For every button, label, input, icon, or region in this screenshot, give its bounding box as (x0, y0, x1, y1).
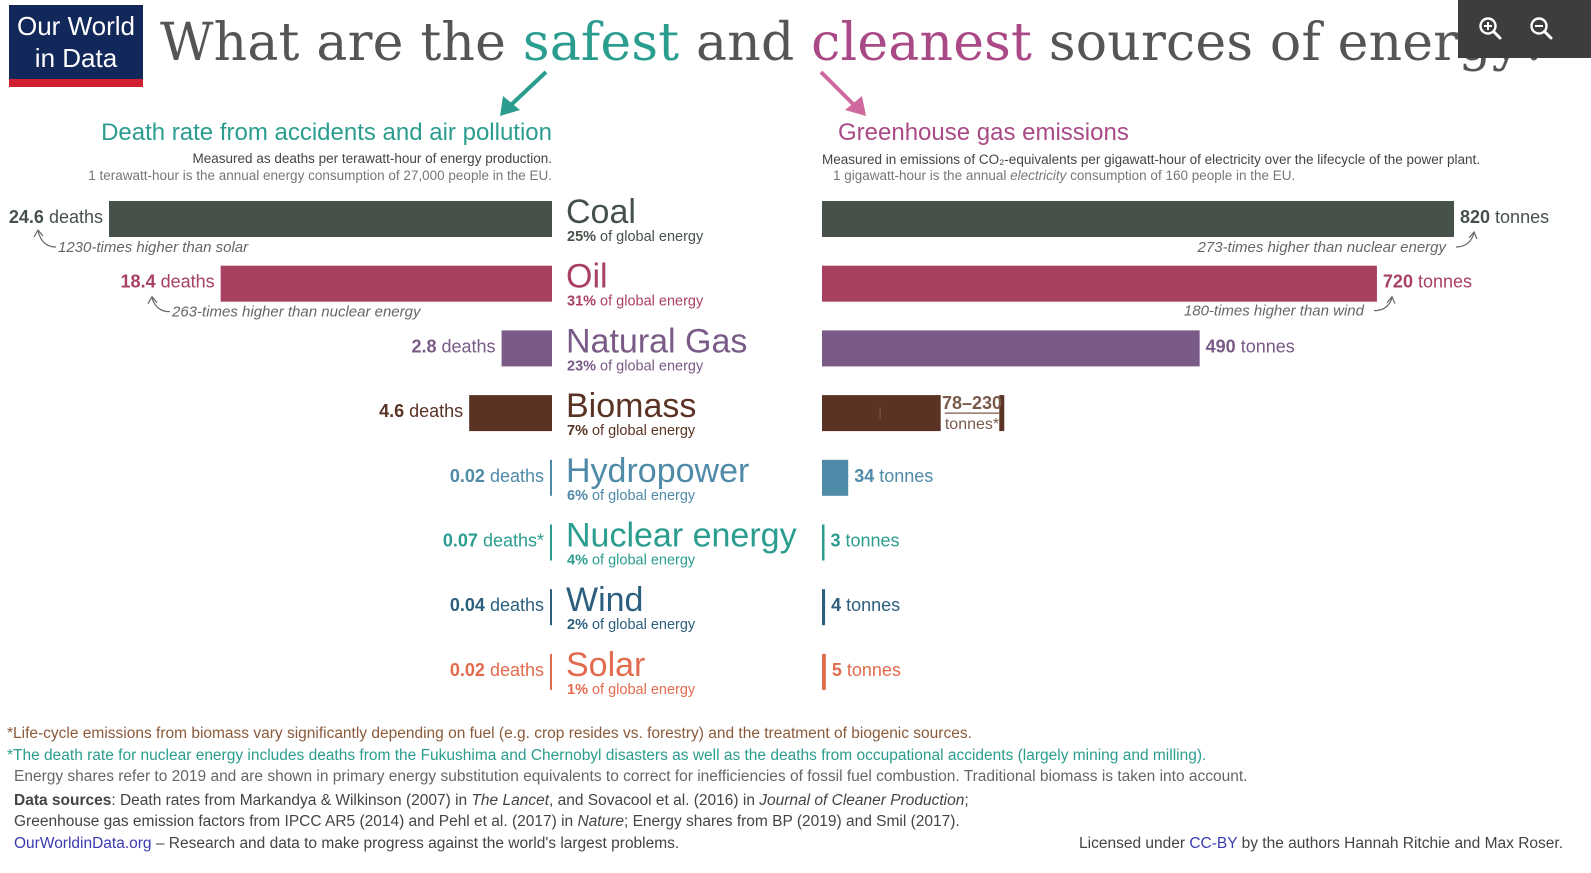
emission-bar-natural-gas (822, 330, 1200, 367)
death-label-biomass: 4.6 deaths (379, 401, 463, 421)
logo-red-stripe (9, 79, 143, 87)
death-bar-nuclear-energy (550, 524, 552, 561)
category-label-biomass: Biomass (566, 387, 696, 425)
death-bar-solar (550, 653, 552, 690)
title-middle: and (679, 13, 812, 73)
left-panel-subtitle: Measured as deaths per terawatt-hour of … (192, 151, 552, 166)
biomass-range-label: 78–230 (942, 393, 1002, 413)
death-bar-coal (109, 201, 552, 237)
footnote-biomass: *Life-cycle emissions from biomass vary … (7, 725, 972, 742)
footnote-nuclear: *The death rate for nuclear energy inclu… (7, 747, 1207, 764)
death-label-wind: 0.04 deaths (450, 595, 544, 615)
emission-label-oil: 720 tonnes (1383, 272, 1472, 292)
data-sources-line-2: Greenhouse gas emission factors from IPC… (14, 813, 960, 830)
title-prefix: What are the (160, 13, 523, 73)
title-arrows (500, 70, 866, 116)
right-panel-note: 1 gigawatt-hour is the annual electricit… (833, 168, 1296, 183)
death-label-hydropower: 0.02 deaths (450, 466, 544, 486)
death-label-nuclear-energy: 0.07 deaths* (443, 531, 544, 551)
share-label-hydropower: 6% of global energy (567, 488, 696, 504)
coal-emissions-annotation: 273-times higher than nuclear energy (1197, 239, 1448, 256)
biomass-range-high-bar (999, 395, 1005, 432)
title-word-cleanest: cleanest (811, 13, 1033, 73)
biomass-range-unit: tonnes* (945, 416, 999, 433)
right-panel-title: Greenhouse gas emissions (838, 119, 1129, 146)
oil-deaths-annotation-arrowhead (147, 295, 158, 304)
death-bar-wind (550, 589, 552, 626)
cleanest-arrow-head (845, 96, 866, 116)
right-panel-subtitle: Measured in emissions of CO₂-equivalents… (822, 152, 1481, 167)
category-label-coal: Coal (566, 193, 636, 231)
category-label-natural-gas: Natural Gas (566, 322, 747, 360)
death-label-natural-gas: 2.8 deaths (411, 336, 495, 356)
site-link[interactable]: OurWorldinData.org (14, 835, 152, 852)
footer-site-line: OurWorldinData.org – Research and data t… (14, 835, 680, 852)
emission-label-natural-gas: 490 tonnes (1206, 336, 1295, 356)
share-label-wind: 2% of global energy (567, 617, 696, 633)
emission-bar-solar (822, 653, 826, 690)
logo-line-1: Our World (17, 11, 135, 41)
emission-bar-hydropower (822, 459, 849, 496)
coal-emissions-annotation-arrow (1455, 232, 1475, 248)
category-label-hydropower: Hydropower (566, 452, 749, 490)
emission-bar-coal (822, 201, 1454, 237)
zoom-in-button[interactable] (1471, 9, 1511, 49)
share-label-coal: 25% of global energy (567, 229, 704, 245)
oil-emissions-annotation: 180-times higher than wind (1184, 303, 1365, 320)
title-word-safest: safest (522, 13, 680, 73)
left-panel-title: Death rate from accidents and air pollut… (101, 119, 552, 146)
coal-deaths-annotation-arrowhead (33, 228, 44, 238)
death-bar-oil (220, 265, 553, 302)
death-label-coal: 24.6 deaths (9, 207, 103, 227)
zoom-out-icon (1530, 17, 1553, 40)
emission-label-nuclear-energy: 3 tonnes (831, 531, 900, 551)
death-label-solar: 0.02 deaths (450, 660, 544, 680)
category-label-wind: Wind (566, 581, 643, 619)
page-title: What are the safest and cleanest sources… (160, 0, 1549, 86)
license-link[interactable]: CC-BY (1189, 835, 1238, 852)
zoom-toolbar (1458, 0, 1591, 58)
emission-bar-nuclear-energy (822, 524, 825, 561)
coal-emissions-annotation-arrowhead (1468, 230, 1478, 240)
coal-deaths-annotation-arrow (37, 230, 57, 248)
safest-arrow-shaft (510, 70, 548, 106)
zoom-in-icon (1479, 17, 1502, 40)
left-panel-note: 1 terawatt-hour is the annual energy con… (88, 168, 552, 183)
oil-deaths-annotation: 263-times higher than nuclear energy (171, 304, 422, 321)
category-label-solar: Solar (566, 646, 645, 684)
oil-emissions-annotation-arrow (1373, 297, 1393, 312)
data-sources-line-1: Data sources: Death rates from Markandya… (14, 792, 969, 809)
oil-emissions-annotation-arrowhead (1386, 295, 1396, 304)
license-line: Licensed under CC-BY by the authors Hann… (1079, 835, 1563, 852)
emission-label-solar: 5 tonnes (832, 660, 901, 680)
emission-bar-oil (822, 265, 1377, 302)
owid-logo[interactable]: Our World in Data (9, 5, 143, 87)
footnote-energy-shares: Energy shares refer to 2019 and are show… (14, 768, 1248, 785)
share-label-oil: 31% of global energy (567, 294, 704, 310)
emission-label-wind: 4 tonnes (831, 595, 900, 615)
share-label-biomass: 7% of global energy (567, 423, 696, 439)
zoom-out-button[interactable] (1522, 9, 1562, 49)
death-bar-hydropower (550, 459, 552, 496)
share-label-natural-gas: 23% of global energy (567, 358, 704, 374)
oil-deaths-annotation-arrow (151, 297, 171, 313)
death-bar-biomass (469, 395, 552, 432)
logo-text: Our World in Data (17, 11, 135, 73)
emission-label-coal: 820 tonnes (1460, 207, 1549, 227)
share-label-nuclear-energy: 4% of global energy (567, 553, 696, 569)
share-label-solar: 1% of global energy (567, 682, 696, 698)
logo-line-2: in Data (35, 43, 118, 73)
death-bar-natural-gas (501, 330, 552, 367)
category-label-nuclear-energy: Nuclear energy (566, 517, 797, 555)
coal-deaths-annotation: 1230-times higher than solar (58, 239, 249, 256)
safest-arrow-head (500, 96, 520, 116)
death-label-oil: 18.4 deaths (121, 272, 215, 292)
emission-bar-biomass (822, 395, 941, 432)
emission-label-hydropower: 34 tonnes (854, 466, 933, 486)
category-label-oil: Oil (566, 258, 608, 296)
emission-bar-wind (822, 589, 826, 626)
cleanest-arrow-shaft (819, 70, 855, 106)
